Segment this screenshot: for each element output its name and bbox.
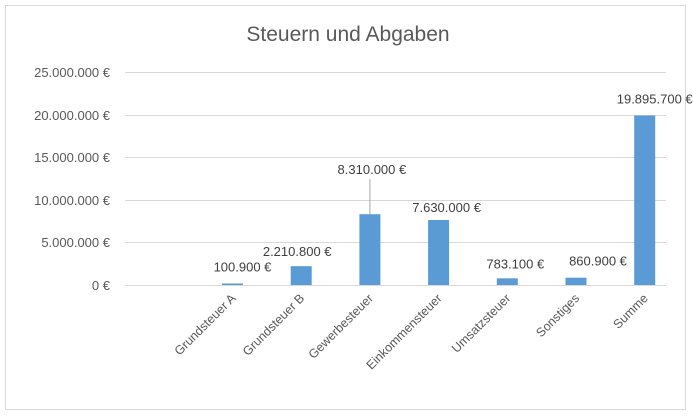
bar	[634, 115, 656, 285]
data-label: 19.895.700 €	[617, 91, 693, 106]
y-tick-label: 25.000.000 €	[34, 65, 111, 80]
y-tick-label: 15.000.000 €	[34, 150, 111, 165]
x-tick-label: Grundsteuer B	[240, 291, 307, 358]
chart-title: Steuern und Abgaben	[246, 23, 449, 46]
y-tick-label: 10.000.000 €	[34, 193, 111, 208]
data-label: 8.310.000 €	[338, 162, 407, 177]
bar	[222, 283, 243, 285]
y-tick-label: 20.000.000 €	[34, 108, 111, 123]
x-tick-label: Einkommensteuer	[364, 291, 445, 372]
bar	[290, 266, 312, 285]
x-tick-label: Sonstiges	[533, 291, 582, 340]
bar	[428, 219, 450, 285]
y-tick-label: 0 €	[92, 278, 111, 293]
bar	[359, 214, 381, 285]
x-tick-label: Grundsteuer A	[172, 291, 239, 358]
bar	[565, 277, 587, 285]
y-tick-label: 5.000.000 €	[41, 235, 110, 250]
data-label: 100.900 €	[214, 260, 273, 275]
bar	[496, 278, 518, 285]
data-label: 860.900 €	[569, 254, 628, 269]
x-tick-label: Gewerbesteuer	[306, 291, 376, 361]
data-label: 7.630.000 €	[412, 200, 481, 215]
data-label: 783.100 €	[486, 256, 545, 271]
x-tick-label: Summe	[610, 291, 650, 331]
data-label: 2.210.800 €	[263, 244, 332, 259]
x-tick-label: Umsatzsteuer	[449, 291, 513, 355]
